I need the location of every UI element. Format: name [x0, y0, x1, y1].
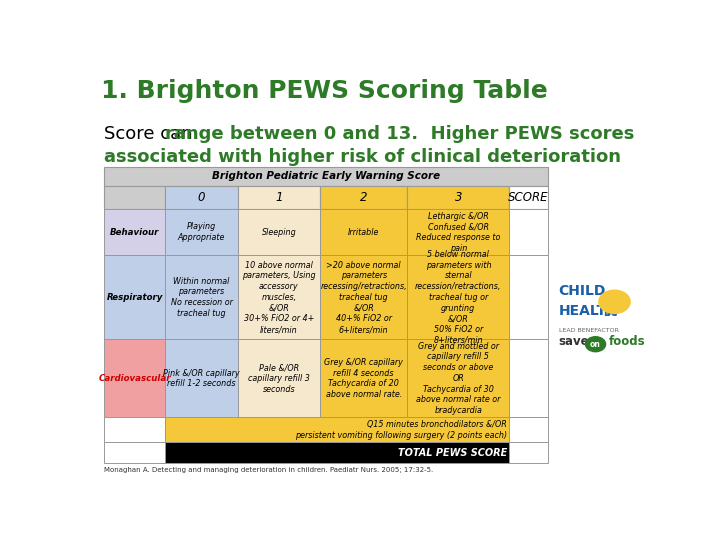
Text: TOTAL PEWS SCORE: TOTAL PEWS SCORE [398, 448, 507, 458]
Text: associated with higher risk of clinical deterioration: associated with higher risk of clinical … [104, 148, 621, 166]
Text: CHILD: CHILD [559, 284, 606, 298]
Bar [509, 339, 547, 417]
Text: >20 above normal
parameters
recessing/retractions,
tracheal tug
&/OR
40+% FiO2 o: >20 above normal parameters recessing/re… [320, 260, 407, 334]
Text: Q15 minutes bronchodilators &/OR
persistent vomiting following surgery (2 points: Q15 minutes bronchodilators &/OR persist… [295, 420, 507, 440]
Text: 0: 0 [198, 191, 205, 204]
Bar [320, 209, 408, 255]
Text: LEAD BENEFACTOR: LEAD BENEFACTOR [559, 328, 618, 333]
Text: Score can: Score can [104, 125, 198, 143]
Bar [165, 186, 238, 209]
Text: 1: 1 [275, 191, 283, 204]
Bar [165, 209, 238, 255]
Text: Brighton Pediatric Early Warning Score: Brighton Pediatric Early Warning Score [212, 171, 440, 181]
Text: Grey and mottled or
capillary refill 5
seconds or above
OR
Tachycardia of 30
abo: Grey and mottled or capillary refill 5 s… [416, 342, 500, 415]
Text: on: on [590, 340, 601, 349]
Text: Pink &/OR capillary
refill 1-2 seconds: Pink &/OR capillary refill 1-2 seconds [163, 368, 240, 388]
Bar [509, 209, 547, 255]
Bar [509, 442, 547, 463]
Bar [509, 186, 547, 209]
Bar [509, 417, 547, 442]
Bar [238, 209, 320, 255]
Text: Respiratory: Respiratory [107, 293, 163, 302]
Bar [509, 255, 547, 339]
Text: BC: BC [603, 308, 618, 319]
Bar [320, 186, 408, 209]
Text: Playing
Appropriate: Playing Appropriate [178, 222, 225, 242]
Bar [104, 417, 165, 442]
Bar [238, 339, 320, 417]
Bar [320, 255, 408, 339]
Text: 10 above normal
parameters, Using
accessory
muscles,
&/OR
30+% FiO2 or 4+
liters: 10 above normal parameters, Using access… [242, 260, 316, 334]
Bar [165, 442, 509, 463]
Text: HEALTH: HEALTH [559, 305, 618, 319]
Text: save: save [559, 335, 590, 348]
Text: Within normal
parameters
No recession or
tracheal tug: Within normal parameters No recession or… [171, 276, 233, 318]
Text: 5 below normal
parameters with
sternal
recession/retractions,
tracheal tug or
gr: 5 below normal parameters with sternal r… [415, 250, 502, 345]
Bar [104, 186, 165, 209]
Text: Irritable: Irritable [348, 228, 379, 237]
Bar [238, 186, 320, 209]
Bar [104, 442, 165, 463]
Bar [320, 339, 408, 417]
Text: Lethargic &/OR
Confused &/OR
Reduced response to
pain: Lethargic &/OR Confused &/OR Reduced res… [416, 212, 500, 253]
Text: Sleeping: Sleeping [261, 228, 297, 237]
Bar [104, 167, 547, 186]
Bar [408, 339, 509, 417]
Text: Monaghan A. Detecting and managing deterioration in children. Paediatr Nurs. 200: Monaghan A. Detecting and managing deter… [104, 467, 433, 473]
Text: SCORE: SCORE [508, 191, 549, 204]
Circle shape [585, 337, 606, 352]
Bar [165, 339, 238, 417]
Circle shape [599, 290, 630, 313]
Text: range between 0 and 13.  Higher PEWS scores: range between 0 and 13. Higher PEWS scor… [166, 125, 635, 143]
Bar [408, 186, 509, 209]
Text: foods: foods [609, 335, 646, 348]
Bar [104, 255, 165, 339]
Bar [104, 339, 165, 417]
Text: 1. Brighton PEWS Scoring Table: 1. Brighton PEWS Scoring Table [101, 79, 548, 103]
Bar [165, 255, 238, 339]
Text: 2: 2 [360, 191, 367, 204]
Bar [238, 255, 320, 339]
Bar [165, 417, 509, 442]
Text: Grey &/OR capillary
refill 4 seconds
Tachycardia of 20
above normal rate.: Grey &/OR capillary refill 4 seconds Tac… [324, 358, 403, 399]
Text: Cardiovascular: Cardiovascular [99, 374, 171, 383]
Text: Pale &/OR
capillary refill 3
seconds: Pale &/OR capillary refill 3 seconds [248, 363, 310, 394]
Bar [408, 255, 509, 339]
Text: 3: 3 [454, 191, 462, 204]
Text: Behaviour: Behaviour [110, 228, 159, 237]
Bar [104, 209, 165, 255]
Bar [408, 209, 509, 255]
